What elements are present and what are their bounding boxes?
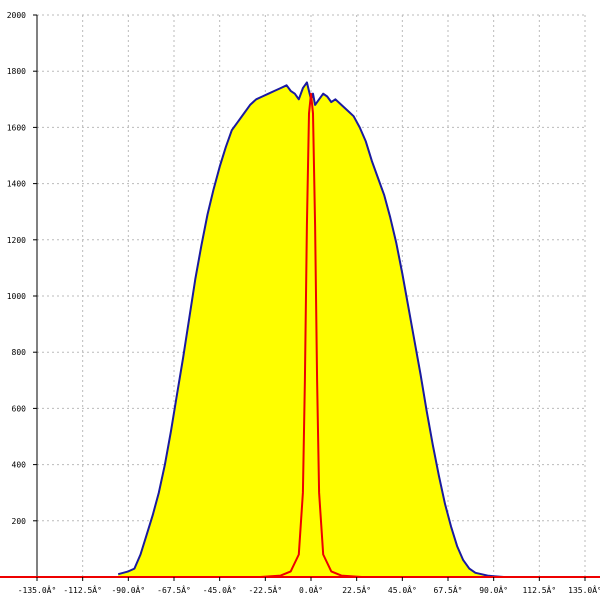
x-tick-label: 67.5Â° bbox=[434, 584, 463, 595]
x-tick-label: -67.5Â° bbox=[157, 584, 191, 595]
y-tick-label: 200 bbox=[12, 517, 27, 526]
y-tick-label: 1400 bbox=[7, 180, 26, 189]
tick-labels: -135.0Â° -112.5Â° -90.0Â° -67.5Â° -45.0Â° -22… bbox=[7, 11, 600, 595]
x-tick-label: -112.5Â° bbox=[63, 584, 102, 595]
x-tick-label: 112.5Â° bbox=[522, 584, 556, 595]
x-tick-label: -135.0Â° bbox=[18, 584, 57, 595]
x-tick-label: -90.0Â° bbox=[111, 584, 145, 595]
y-tick-label: 1800 bbox=[7, 67, 26, 76]
y-tick-label: 800 bbox=[12, 348, 27, 357]
y-tick-label: 400 bbox=[12, 461, 27, 470]
series-0-area bbox=[118, 82, 504, 578]
y-tick-label: 1600 bbox=[7, 123, 26, 132]
x-tick-label: 22.5Â° bbox=[342, 584, 371, 595]
x-tick-label: -45.0Â° bbox=[203, 584, 237, 595]
y-tick-label: 2000 bbox=[7, 11, 26, 20]
series-layer bbox=[37, 81, 585, 578]
y-tick-label: 600 bbox=[12, 404, 27, 413]
y-tick-label: 1000 bbox=[7, 292, 26, 301]
series-1-line bbox=[37, 92, 585, 578]
x-tick-label: 45.0Â° bbox=[388, 584, 417, 595]
x-tick-label: 0.0Â° bbox=[299, 584, 323, 595]
x-tick-label: 90.0Â° bbox=[479, 584, 508, 595]
y-tick-label: 1200 bbox=[7, 236, 26, 245]
x-tick-label: -22.5Â° bbox=[248, 584, 282, 595]
x-tick-label: 135.0Â° bbox=[568, 584, 600, 595]
axes bbox=[0, 14, 600, 581]
